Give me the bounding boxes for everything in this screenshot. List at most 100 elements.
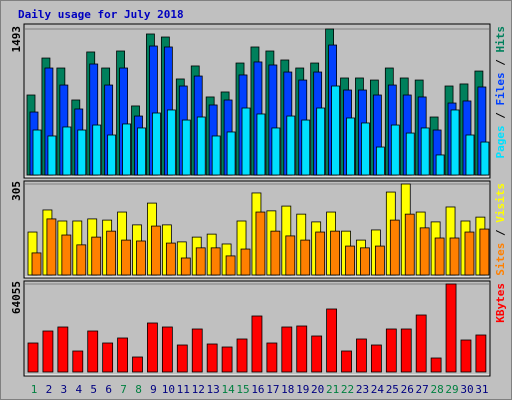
x-tick-label: 16 (251, 383, 264, 396)
bar (42, 330, 54, 373)
bar (390, 124, 400, 176)
bar (166, 109, 176, 176)
bar (315, 231, 326, 276)
bar (117, 337, 128, 373)
x-tick-label: 8 (135, 383, 142, 396)
bar (107, 134, 117, 176)
x-tick-label: 10 (162, 383, 175, 396)
bar (206, 343, 218, 373)
bar (464, 231, 475, 276)
bar (161, 326, 173, 373)
bar (31, 252, 42, 276)
bar (57, 326, 69, 373)
x-tick-label: 21 (326, 383, 339, 396)
y-tick-label: 305 (10, 181, 23, 201)
x-tick-label: 22 (341, 383, 354, 396)
bar (136, 240, 146, 276)
bar (449, 237, 460, 276)
legend-entry: Hits (494, 26, 507, 53)
legend-separator: / (494, 106, 507, 126)
bar (415, 314, 427, 373)
bar (385, 328, 397, 373)
legend-entry: Sites (494, 243, 507, 276)
bar (281, 326, 293, 373)
bar (405, 132, 415, 176)
bar (152, 112, 161, 176)
x-tick-label: 14 (221, 383, 235, 396)
bar (389, 219, 400, 276)
bar (326, 308, 338, 373)
bar (286, 115, 296, 176)
bar (300, 239, 311, 276)
legend-entry: Files (494, 72, 507, 105)
legend-separator: / (494, 223, 507, 243)
bar (32, 129, 42, 176)
bar (221, 346, 233, 373)
x-tick-label: 19 (296, 383, 309, 396)
y-tick-label: 1493 (10, 26, 23, 53)
bar (374, 245, 385, 276)
bar (251, 315, 263, 373)
bar (191, 328, 203, 373)
bar (400, 328, 412, 373)
bar (241, 107, 251, 176)
bar (176, 344, 188, 373)
y-tick-label: 64055 (10, 281, 23, 314)
bar (47, 135, 57, 176)
bar (331, 85, 341, 176)
x-tick-label: 27 (416, 383, 429, 396)
bar (420, 127, 430, 176)
bar (132, 356, 143, 373)
x-tick-label: 1 (31, 383, 38, 396)
bar (180, 257, 191, 276)
legend: KBytes (494, 283, 507, 323)
legend-entry: Pages (494, 125, 507, 158)
bar (296, 325, 308, 373)
bar (151, 225, 161, 276)
bar (195, 247, 206, 276)
x-tick-label: 23 (356, 383, 369, 396)
bar (475, 334, 487, 373)
x-tick-label: 17 (266, 383, 279, 396)
bar (434, 237, 445, 276)
bar (480, 141, 490, 176)
bar (341, 350, 352, 373)
bar (91, 236, 102, 276)
bar (479, 228, 490, 276)
x-tick-label: 26 (401, 383, 414, 396)
x-tick-label: 11 (177, 383, 190, 396)
x-tick-label: 7 (120, 383, 127, 396)
bar (72, 350, 84, 373)
x-tick-label: 6 (105, 383, 112, 396)
bar (311, 335, 323, 373)
bar (211, 135, 221, 176)
bar (370, 344, 382, 373)
bar (181, 119, 191, 176)
bar (46, 218, 57, 276)
bar (301, 119, 311, 176)
bar (225, 255, 236, 276)
x-tick-label: 18 (281, 383, 294, 396)
bar (87, 330, 99, 373)
bar (356, 338, 367, 373)
x-tick-label: 2 (46, 383, 53, 396)
bar (361, 122, 370, 176)
bar (196, 116, 206, 176)
x-tick-label: 24 (371, 383, 385, 396)
bar (165, 242, 176, 276)
bar (77, 129, 87, 176)
bar (240, 248, 251, 276)
bar (435, 154, 445, 176)
bar (106, 230, 117, 276)
bar (450, 109, 460, 176)
x-tick-label: 15 (236, 383, 249, 396)
bar (255, 211, 266, 276)
legend: Sites / Visits (494, 183, 507, 276)
x-tick-label: 12 (192, 383, 205, 396)
bar (121, 239, 131, 276)
x-tick-label: 4 (75, 383, 82, 396)
x-tick-label: 25 (386, 383, 399, 396)
bar (430, 357, 442, 373)
x-tick-label: 20 (311, 383, 324, 396)
bar (460, 339, 472, 373)
